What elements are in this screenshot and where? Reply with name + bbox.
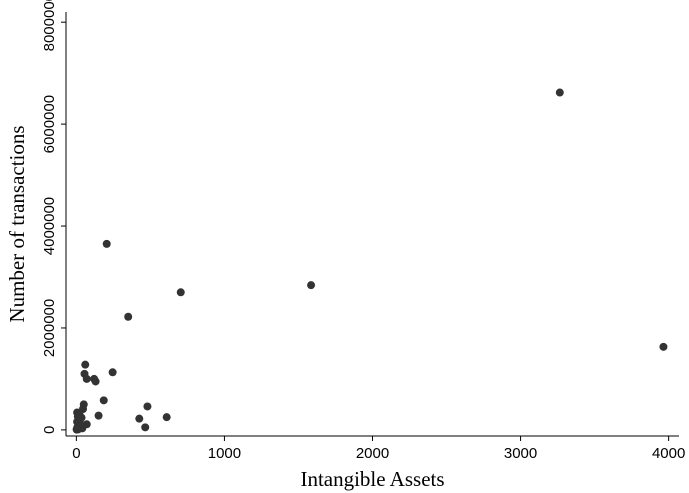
data-point <box>94 411 103 420</box>
x-tick-label: 4000 <box>652 445 685 462</box>
x-tick-label: 2000 <box>356 445 389 462</box>
data-point <box>307 281 316 290</box>
data-point <box>81 360 90 369</box>
data-point <box>99 396 108 405</box>
y-axis-title: Number of transactions <box>5 125 29 322</box>
data-point <box>162 413 171 422</box>
data-points <box>72 88 668 434</box>
data-point <box>91 377 100 386</box>
axes <box>65 12 679 437</box>
y-tick-label: 6000000 <box>41 95 58 153</box>
data-point <box>124 312 133 321</box>
data-point <box>659 342 668 351</box>
data-point <box>135 414 144 423</box>
data-point <box>108 368 117 377</box>
x-tick-label: 0 <box>72 445 80 462</box>
x-axis-title: Intangible Assets <box>300 467 444 491</box>
data-point <box>82 374 91 383</box>
y-tick-label: 8000000 <box>41 0 58 51</box>
x-tick-label: 1000 <box>208 445 241 462</box>
data-point <box>102 239 111 248</box>
y-tick-label: 4000000 <box>41 197 58 255</box>
data-point <box>72 425 81 434</box>
y-tick-label: 2000000 <box>41 299 58 357</box>
data-point <box>555 88 564 97</box>
data-point <box>176 288 185 297</box>
y-axis-ticks: 0 2000000 4000000 6000000 8000000 <box>41 0 66 434</box>
data-point <box>141 423 150 432</box>
data-point <box>143 402 152 411</box>
y-tick-label: 0 <box>41 426 58 434</box>
x-tick-label: 3000 <box>504 445 537 462</box>
x-axis-ticks: 0 1000 2000 3000 4000 <box>72 436 685 462</box>
